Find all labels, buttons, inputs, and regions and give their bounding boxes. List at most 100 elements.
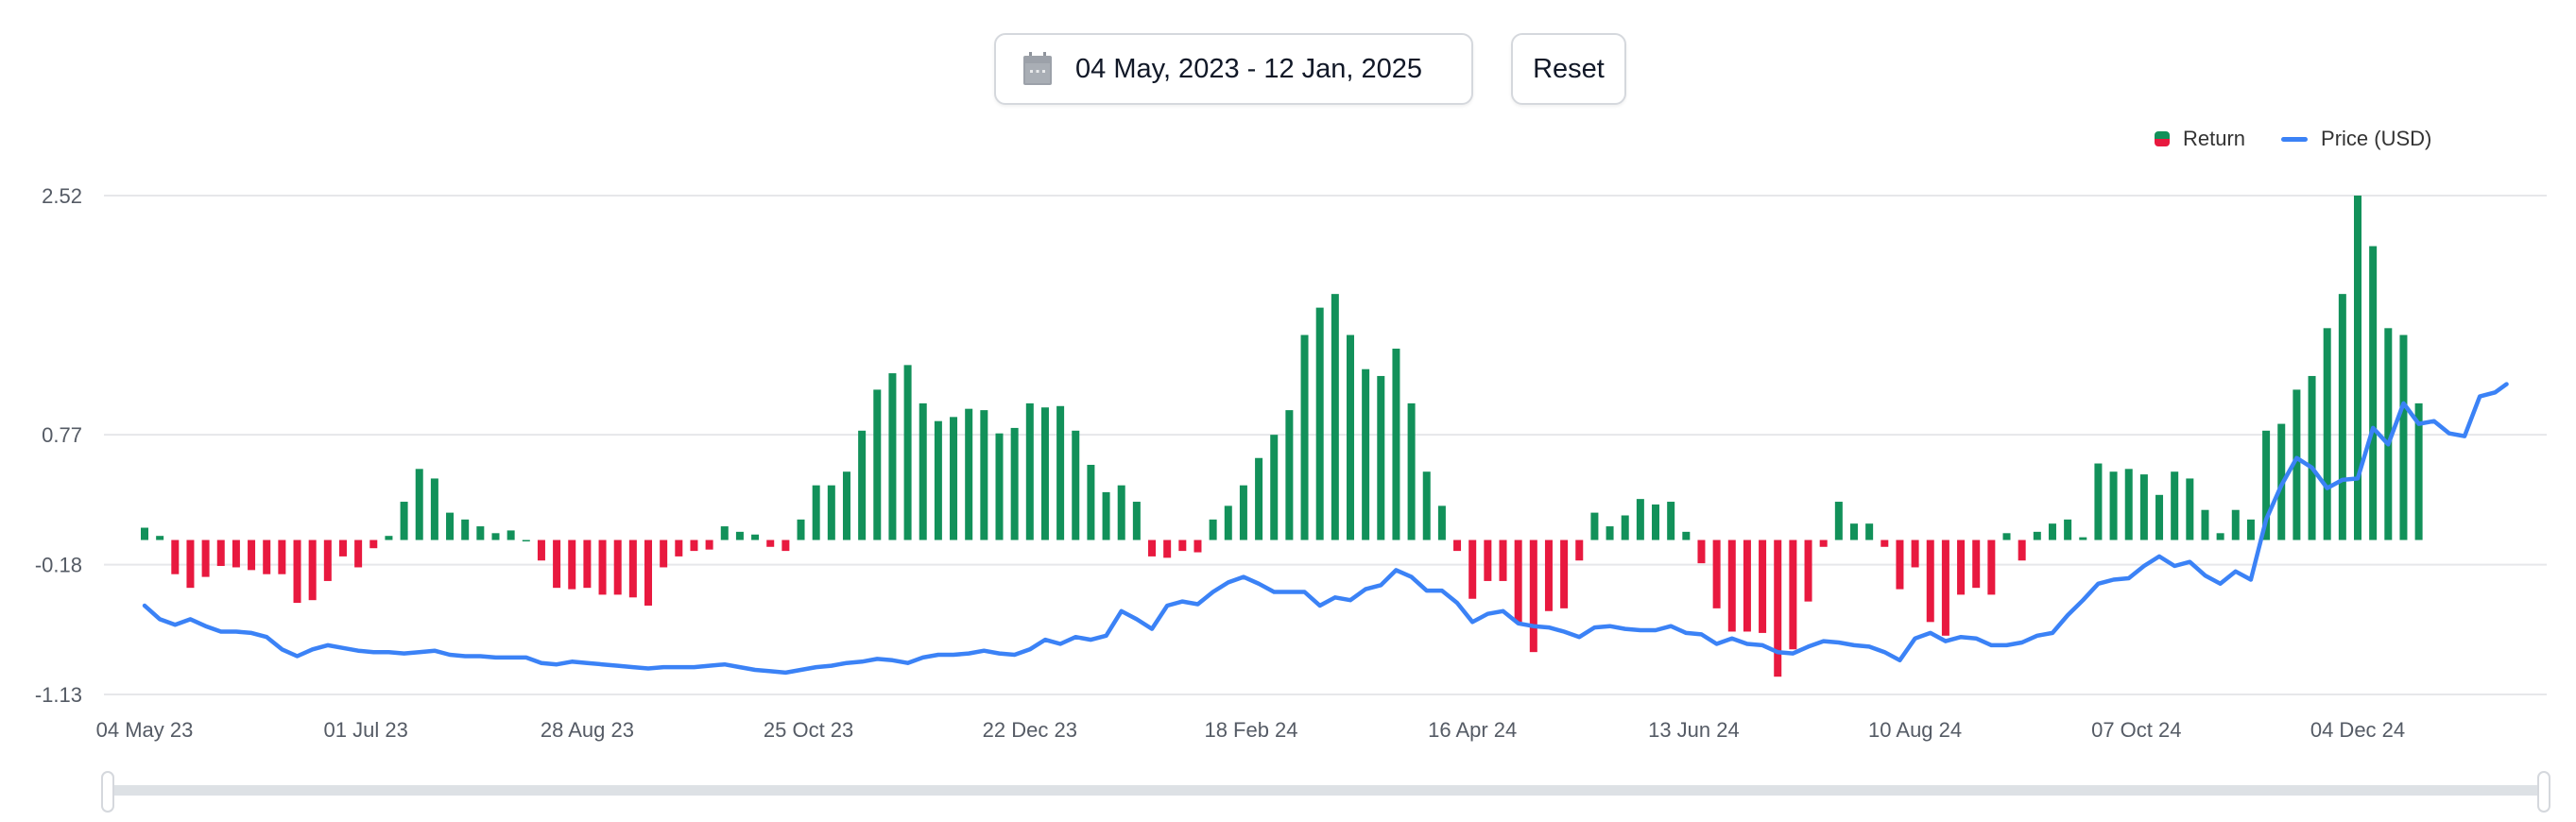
return-bar [1346, 334, 1354, 540]
return-bar [1896, 539, 1904, 590]
range-slider-track[interactable] [106, 785, 2544, 796]
return-bar [583, 539, 592, 589]
return-bar [141, 527, 148, 540]
x-tick-label: 07 Oct 24 [2091, 718, 2181, 742]
date-range-value: 04 May, 2023 - 12 Jan, 2025 [1075, 53, 1423, 84]
return-bar [2094, 463, 2103, 540]
return-bar [1422, 471, 1431, 540]
price-line [142, 382, 2509, 676]
return-bar [751, 534, 760, 540]
return-swatch-icon [2155, 131, 2170, 146]
x-tick-label: 18 Feb 24 [1204, 718, 1297, 742]
return-bar [2354, 196, 2361, 540]
return-bar [1590, 512, 1599, 540]
return-bars [141, 196, 2423, 677]
return-bar [171, 539, 180, 574]
return-bar [2262, 430, 2271, 540]
return-bar [1362, 368, 1370, 540]
return-bar [2216, 533, 2224, 540]
return-bar [1285, 410, 1294, 540]
return-bar [1392, 349, 1400, 540]
y-tick-label: -1.13 [35, 683, 82, 707]
return-bar [1606, 526, 1614, 540]
return-bar [1774, 539, 1782, 677]
return-bar [797, 519, 805, 540]
return-bar [842, 471, 850, 540]
gridlines [104, 195, 2547, 695]
return-bar [2079, 537, 2087, 540]
chart-legend: Return Price (USD) [2155, 127, 2467, 151]
return-bar [1575, 539, 1584, 561]
return-bar [446, 512, 455, 540]
return-bar [1697, 539, 1706, 564]
return-bar [476, 526, 485, 540]
return-bar [781, 539, 790, 552]
return-bar [232, 539, 240, 568]
return-bar [2048, 523, 2056, 540]
return-bar [1025, 402, 1034, 540]
x-axis-ticks: 04 May 23 01 Jul 23 28 Aug 23 25 Oct 23 22 D… [96, 718, 2406, 742]
return-bar [1926, 539, 1934, 623]
return-bar [278, 539, 286, 574]
return-bar [1621, 515, 1629, 540]
return-bar [675, 539, 683, 557]
date-range-picker[interactable]: 04 May, 2023 - 12 Jan, 2025 [994, 33, 1473, 105]
return-bar [400, 502, 408, 540]
return-bar [2399, 334, 2408, 540]
return-bar [1849, 523, 1858, 540]
return-bar [705, 539, 713, 550]
legend-item-return[interactable]: Return [2155, 127, 2245, 151]
return-bar [507, 530, 515, 540]
return-bar [1957, 539, 1966, 595]
return-bar [1270, 435, 1279, 540]
return-bar [2338, 294, 2346, 540]
return-bar [2308, 375, 2316, 540]
return-bar [858, 430, 867, 540]
range-slider-end-handle[interactable] [2537, 771, 2550, 813]
return-bar [1789, 539, 1797, 650]
return-bar [1255, 457, 1263, 540]
return-bar [201, 539, 210, 577]
return-bar [2231, 509, 2240, 540]
legend-item-price[interactable]: Price (USD) [2281, 127, 2431, 151]
return-bar [1636, 499, 1644, 540]
x-tick-label: 13 Jun 24 [1648, 718, 1740, 742]
return-bar [644, 539, 653, 606]
return-bar [415, 469, 423, 540]
return-bar [2124, 469, 2133, 540]
return-bar [1743, 539, 1751, 632]
return-bar [156, 536, 164, 540]
range-slider-start-handle[interactable] [101, 771, 114, 813]
return-bar [1239, 485, 1247, 540]
price-line-swatch-icon [2281, 136, 2309, 142]
return-bar [2064, 519, 2072, 540]
return-bar [690, 539, 698, 552]
x-tick-label: 10 Aug 24 [1868, 718, 1962, 742]
x-tick-label: 01 Jul 23 [324, 718, 408, 742]
return-bar [1102, 491, 1110, 540]
return-bar [1040, 407, 1049, 540]
return-bar [2171, 471, 2179, 540]
legend-label-price: Price (USD) [2321, 127, 2432, 150]
return-bar [2246, 519, 2255, 540]
return-bar [2384, 328, 2393, 540]
return-bar [1484, 539, 1492, 581]
y-tick-label: 2.52 [42, 184, 82, 208]
y-axis-ticks: 2.52 0.77 -0.18 -1.13 [35, 184, 82, 707]
return-bar [1667, 502, 1675, 540]
return-bar [1804, 539, 1812, 602]
return-bar [1377, 375, 1385, 540]
return-bar [812, 485, 820, 540]
y-tick-label: -0.18 [35, 554, 82, 577]
x-tick-label: 25 Oct 23 [764, 718, 853, 742]
return-bar [1315, 307, 1324, 540]
return-bar [1468, 539, 1477, 599]
return-bar [598, 539, 607, 595]
return-bar [263, 539, 271, 574]
reset-button[interactable]: Reset [1511, 33, 1626, 105]
return-bar [1163, 539, 1172, 558]
return-bar [1834, 502, 1843, 540]
return-bar [1194, 539, 1202, 553]
return-bar [430, 478, 438, 540]
